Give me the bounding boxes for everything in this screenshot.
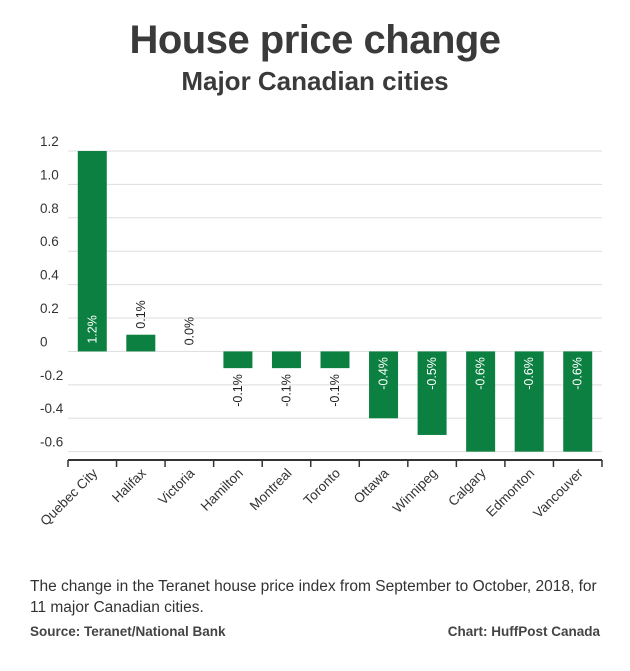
bar-chart: 1.2 1.0 0.8 0.6 0.4 0.2 0 -0.2 -0.4 -0.6 1.2% 0.1% 0… (37, 134, 603, 529)
y-tick-label: 0 (40, 334, 48, 349)
y-tick-label: 0.2 (40, 301, 59, 316)
bar (223, 351, 253, 369)
y-tick-label: 0.4 (40, 268, 59, 283)
x-tick-label: Vancouver (530, 465, 586, 521)
x-tick-label: Montreal (247, 466, 295, 514)
chart-credit: Chart: HuffPost Canada (447, 624, 600, 639)
data-label: -0.1% (231, 374, 245, 407)
x-tick-label: Winnipeg (390, 466, 440, 516)
bar (514, 351, 544, 452)
y-tick-label: -0.2 (40, 368, 63, 383)
bar (466, 351, 496, 452)
data-label: -0.4% (377, 357, 391, 390)
y-tick-label: -0.6 (40, 435, 63, 450)
chart-title: House price change (129, 18, 501, 62)
y-tick-label: 0.6 (40, 234, 59, 249)
y-tick-label: -0.4 (40, 401, 64, 416)
x-tick-label: Ottawa (351, 465, 392, 506)
x-tick-label: Edmonton (483, 466, 537, 520)
data-label: -0.6% (571, 357, 585, 390)
bar (126, 334, 156, 352)
data-label: 1.2% (85, 315, 99, 344)
data-label: -0.1% (279, 374, 293, 407)
bar (77, 151, 107, 352)
data-label: 0.0% (182, 317, 196, 346)
data-label: -0.6% (474, 357, 488, 390)
chart-subtitle: Major Canadian cities (181, 66, 449, 96)
bar (320, 351, 350, 369)
x-tick-label: Halifax (109, 465, 149, 505)
data-label: 0.1% (134, 300, 148, 329)
bar (271, 351, 301, 369)
x-tick-label: Victoria (155, 465, 198, 508)
data-label: -0.1% (328, 374, 342, 407)
bar (369, 351, 399, 419)
bar (563, 351, 593, 452)
data-label: -0.6% (522, 357, 536, 390)
data-label: -0.5% (425, 357, 439, 390)
y-tick-label: 1.2 (40, 134, 59, 149)
x-tick-label: Toronto (301, 466, 343, 508)
chart-caption: The change in the Teranet house price in… (30, 578, 597, 616)
x-tick-label: Quebec City (37, 465, 100, 528)
x-tick-label: Calgary (445, 465, 489, 509)
bar (417, 351, 447, 435)
source-note: Source: Teranet/National Bank (30, 624, 226, 639)
y-tick-label: 1.0 (40, 167, 59, 182)
y-tick-label: 0.8 (40, 201, 59, 216)
x-tick-label: Hamilton (198, 466, 246, 514)
